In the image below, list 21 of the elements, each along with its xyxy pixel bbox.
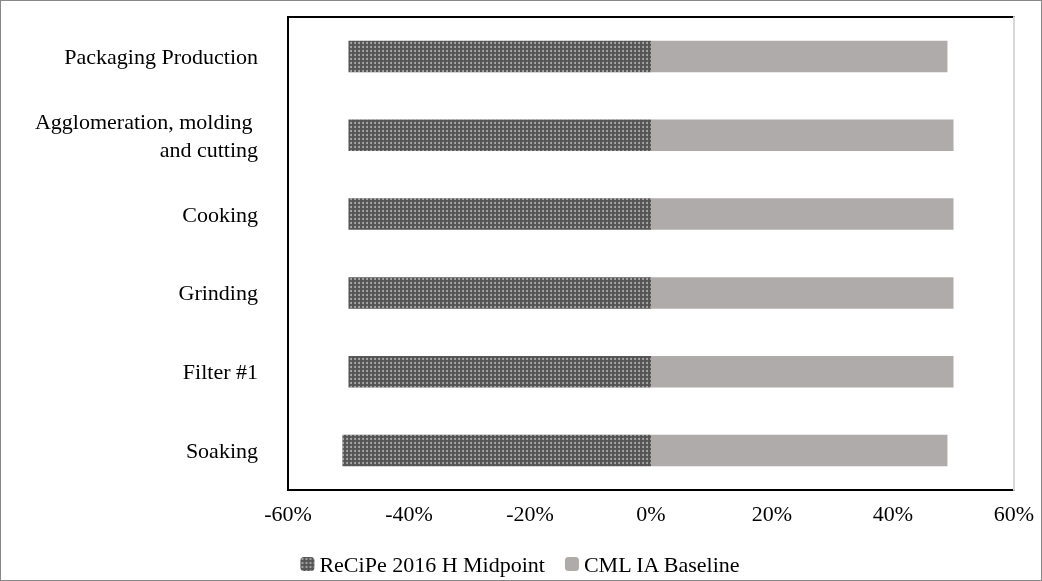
x-tick-label: -40% [385,500,433,526]
x-tick-label: 0% [636,500,666,526]
bar [651,198,954,230]
y-tick-label: Soaking [185,438,258,464]
bar [651,355,954,388]
x-tick-label: -60% [264,500,312,526]
bar [651,277,954,309]
y-tick-label: Cooking [182,201,258,227]
bar [651,40,948,73]
x-tick-label: 40% [872,500,914,526]
bar [651,119,954,152]
legend-label: ReCiPe 2016 H Midpoint [319,551,545,577]
y-tick-label: Agglomeration, molding and cutting [34,108,258,162]
bar [651,434,948,467]
x-tick-label: -20% [506,500,554,526]
x-tick-label: 20% [751,500,793,526]
legend-label: CML IA Baseline [583,551,740,577]
y-tick-label: Grinding [178,280,258,306]
x-tick-label: 60% [993,500,1035,526]
y-tick-label: Filter #1 [182,359,258,385]
y-tick-label: Packaging Production [64,43,258,69]
